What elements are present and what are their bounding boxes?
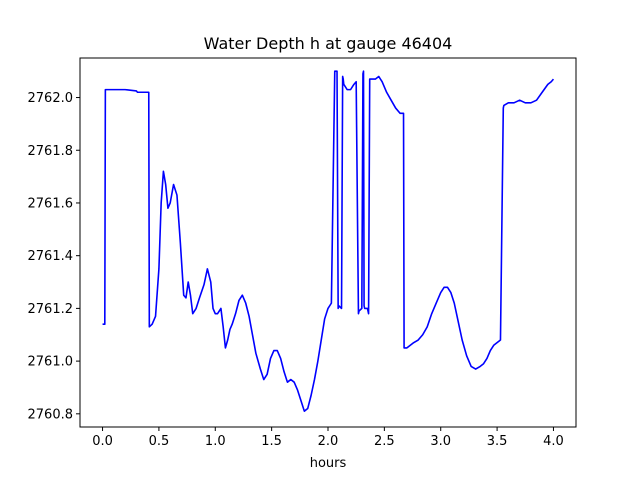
y-axis: 2760.8 2761.0 2761.2 2761.4 2761.6 2761.8 2762… bbox=[28, 91, 80, 422]
x-tick-label: 0.5 bbox=[149, 434, 170, 449]
x-tick-label: 3.0 bbox=[430, 434, 451, 449]
x-tick-label: 2.0 bbox=[318, 434, 339, 449]
y-tick-label: 2761.4 bbox=[28, 249, 74, 264]
series-line-0 bbox=[102, 70, 555, 412]
x-tick-label: 1.0 bbox=[205, 434, 226, 449]
y-tick-label: 2761.0 bbox=[28, 355, 74, 370]
series-layer bbox=[102, 70, 555, 412]
x-tick-label: 1.5 bbox=[261, 434, 282, 449]
x-axis-label: hours bbox=[310, 456, 347, 471]
x-tick-label: 4.0 bbox=[543, 434, 564, 449]
y-tick-label: 2762.0 bbox=[28, 91, 74, 106]
plot-area bbox=[79, 57, 577, 428]
y-tick-label: 2761.8 bbox=[28, 144, 74, 159]
y-tick-label: 2761.6 bbox=[28, 196, 74, 211]
x-tick-label: 0.0 bbox=[92, 434, 113, 449]
x-tick-label: 3.5 bbox=[487, 434, 508, 449]
chart-title: Water Depth h at gauge 46404 bbox=[204, 34, 453, 53]
y-tick-label: 2761.2 bbox=[28, 302, 74, 317]
x-tick-label: 2.5 bbox=[374, 434, 395, 449]
x-axis: 0.0 0.5 1.0 1.5 2.0 2.5 3.0 3.5 4.0 bbox=[92, 427, 564, 449]
y-tick-label: 2760.8 bbox=[28, 407, 74, 422]
